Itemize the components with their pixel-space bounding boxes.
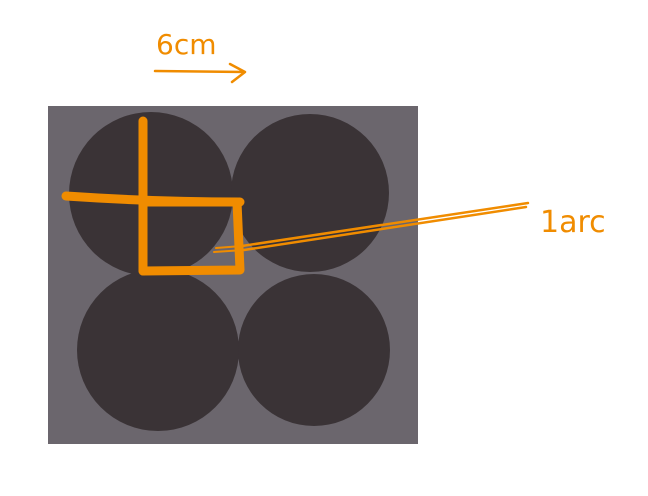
width-arrow	[153, 62, 247, 84]
circle-bottom-right	[238, 274, 390, 426]
circle-top-right	[231, 114, 389, 272]
width-label: 6cm	[156, 28, 216, 61]
circle-bottom-left	[77, 269, 239, 431]
arc-mark	[213, 245, 245, 253]
arc-pointer-line	[240, 201, 530, 252]
arc-label: 1arc	[540, 205, 606, 240]
circle-top-left	[69, 112, 233, 276]
orange-square	[138, 197, 245, 276]
circles-group	[69, 112, 390, 431]
